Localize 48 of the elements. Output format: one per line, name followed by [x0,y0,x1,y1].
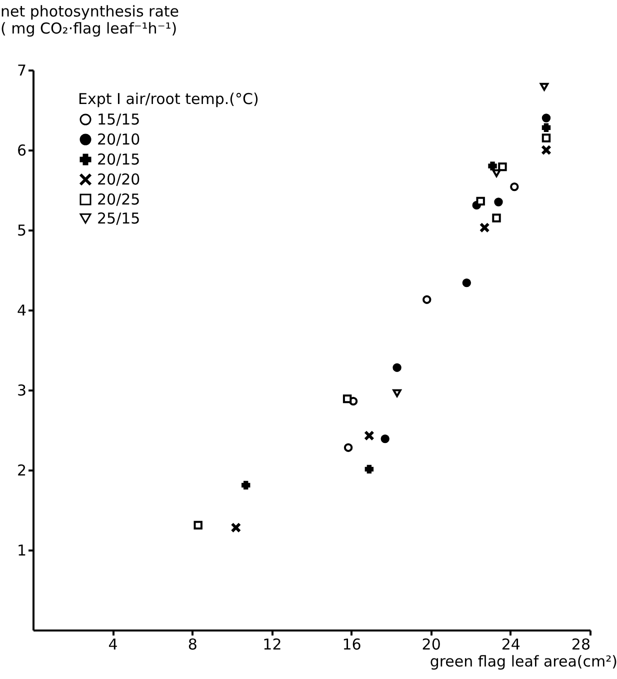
x-tick-label: 20 [422,636,441,654]
x-tick-label: 4 [108,636,118,654]
point [194,520,202,530]
point [488,162,497,170]
point [242,480,250,490]
legend-label: 20/10 [97,130,140,148]
point [498,162,507,172]
y-tick-label: 3 [16,382,26,400]
point [542,146,551,154]
point [380,434,390,444]
point [494,198,503,206]
point [422,295,432,304]
point [542,123,551,132]
x-tick-label: 24 [501,636,520,654]
point [492,214,501,222]
point [480,223,489,232]
point [342,394,352,404]
point [492,169,501,178]
legend-label: 20/25 [97,190,140,208]
x-tick-label: 12 [262,636,282,654]
point [364,431,374,440]
point [542,114,551,122]
point [476,196,485,206]
point [462,278,472,288]
point [232,523,240,532]
legend-title: Expt I air/root temp.(°C) [78,90,259,108]
x-axis-title: green flag leaf area(cm²) [430,652,617,670]
x-tick-label: 16 [342,636,362,654]
y-tick-label: 4 [16,302,26,320]
legend-label: 25/15 [97,210,140,228]
legend-label: 20/15 [97,150,140,168]
y-tick-label: 5 [16,222,26,240]
point [392,389,402,398]
point [344,443,353,452]
point [540,82,549,91]
point [392,363,402,372]
y-tick-label: 7 [16,62,26,80]
point [364,464,374,474]
y-tick-label: 1 [16,542,26,560]
point [542,134,551,142]
x-tick-label: 28 [571,636,590,654]
legend-label: 20/20 [97,170,140,188]
y-tick-label: 6 [16,142,26,160]
point [510,182,519,192]
y-axis-title: net photosynthesis rate ( mg CO₂·flag leaf⁻¹h⁻¹) [0,2,179,38]
y-tick-label: 2 [16,462,26,480]
legend-label: 15/15 [97,110,140,128]
x-tick-label: 8 [188,636,198,654]
